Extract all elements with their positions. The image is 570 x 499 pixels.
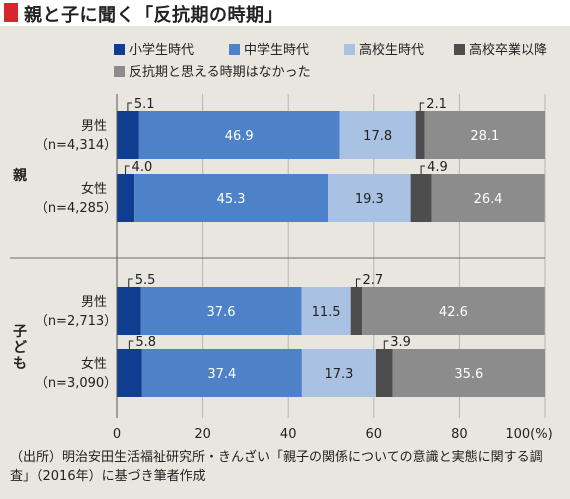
value-label-0-4: 28.1 bbox=[470, 129, 499, 144]
bar-3-1 bbox=[141, 349, 302, 397]
value-label-2-1: 37.6 bbox=[207, 305, 236, 320]
x-tick-label-2: 40 bbox=[280, 427, 297, 442]
value-label-3-2: 17.3 bbox=[324, 367, 353, 382]
value-label-3-0: 5.8 bbox=[135, 335, 156, 350]
value-label-1-0: 4.0 bbox=[132, 160, 153, 175]
bar-2-2 bbox=[301, 287, 351, 335]
bar-2-0 bbox=[117, 287, 141, 335]
legend-swatch-4 bbox=[114, 66, 125, 77]
bar-1-1 bbox=[134, 174, 329, 222]
legend-label-4: 反抗期と思える時期はなかった bbox=[129, 65, 311, 80]
bar-3-0 bbox=[117, 349, 142, 397]
value-label-3-3: 3.9 bbox=[390, 335, 411, 350]
source-note: （出所）明治安田生活福祉研究所・きんざい「親子の関係についての意識と実態に関する… bbox=[10, 450, 543, 484]
value-label-3-4: 35.6 bbox=[454, 367, 483, 382]
legend-swatch-3 bbox=[454, 44, 465, 55]
bar-3-2 bbox=[301, 349, 376, 397]
value-label-2-2: 11.5 bbox=[312, 305, 341, 320]
group-label-0: 親 bbox=[13, 167, 27, 184]
category-count-0: （n=4,314） bbox=[35, 138, 117, 153]
callout-line-2-0 bbox=[128, 278, 133, 287]
value-label-1-4: 26.4 bbox=[474, 192, 503, 207]
legend-label-0: 小学生時代 bbox=[129, 42, 194, 58]
bar-0-3 bbox=[415, 111, 425, 159]
x-tick-label-5: 100(%) bbox=[505, 427, 552, 442]
bar-0-1 bbox=[138, 111, 340, 159]
bar-1-0 bbox=[117, 174, 135, 222]
legend-swatch-2 bbox=[344, 44, 355, 55]
category-label-1: 女性 bbox=[81, 181, 107, 197]
category-count-2: （n=2,713） bbox=[35, 314, 117, 329]
value-label-2-3: 2.7 bbox=[362, 273, 383, 288]
legend-label-3: 高校卒業以降 bbox=[469, 42, 547, 58]
x-tick-label-3: 60 bbox=[366, 427, 383, 442]
legend-label-1: 中学生時代 bbox=[244, 42, 309, 58]
category-label-0: 男性 bbox=[81, 119, 107, 134]
bar-1-2 bbox=[328, 174, 411, 222]
bar-0-4 bbox=[424, 111, 545, 159]
value-label-2-0: 5.5 bbox=[135, 273, 156, 288]
legend-label-2: 高校生時代 bbox=[359, 42, 424, 58]
bar-0-2 bbox=[339, 111, 416, 159]
category-count-3: （n=3,090） bbox=[35, 376, 117, 391]
x-tick-label-1: 20 bbox=[194, 427, 211, 442]
title-marker bbox=[4, 3, 18, 22]
bar-1-4 bbox=[431, 174, 545, 222]
callout-line-1-3 bbox=[420, 165, 426, 174]
callout-line-3-3 bbox=[383, 340, 389, 349]
chart-title: 親と子に聞く「反抗期の時期」 bbox=[24, 5, 283, 26]
value-label-1-3: 4.9 bbox=[427, 160, 448, 175]
value-label-2-4: 42.6 bbox=[439, 305, 468, 320]
bar-0-0 bbox=[117, 111, 139, 159]
value-label-0-2: 17.8 bbox=[363, 129, 392, 144]
category-label-2: 男性 bbox=[81, 295, 107, 310]
title-bar: 親と子に聞く「反抗期の時期」 bbox=[0, 0, 570, 26]
legend-swatch-0 bbox=[114, 44, 125, 55]
bar-3-4 bbox=[392, 349, 545, 397]
callout-line-2-3 bbox=[355, 278, 361, 287]
legend-swatch-1 bbox=[229, 44, 240, 55]
callout-line-3-0 bbox=[128, 340, 134, 349]
bar-2-1 bbox=[140, 287, 302, 335]
category-count-1: （n=4,285） bbox=[35, 201, 117, 216]
bar-2-3 bbox=[350, 287, 363, 335]
x-tick-label-0: 0 bbox=[113, 427, 121, 442]
callout-line-0-3 bbox=[419, 102, 425, 111]
value-label-1-2: 19.3 bbox=[355, 192, 384, 207]
bar-3-3 bbox=[375, 349, 393, 397]
value-label-0-1: 46.9 bbox=[225, 129, 254, 144]
value-label-0-3: 2.1 bbox=[426, 97, 447, 112]
group-label-1: 子ども bbox=[13, 324, 27, 372]
category-label-3: 女性 bbox=[81, 356, 107, 372]
value-label-0-0: 5.1 bbox=[134, 97, 155, 112]
bar-2-4 bbox=[362, 287, 545, 335]
bar-1-3 bbox=[410, 174, 432, 222]
value-label-3-1: 37.4 bbox=[207, 367, 236, 382]
callout-line-0-0 bbox=[127, 102, 132, 111]
callout-line-1-0 bbox=[125, 165, 130, 174]
value-label-1-1: 45.3 bbox=[217, 192, 246, 207]
x-tick-label-4: 80 bbox=[451, 427, 468, 442]
